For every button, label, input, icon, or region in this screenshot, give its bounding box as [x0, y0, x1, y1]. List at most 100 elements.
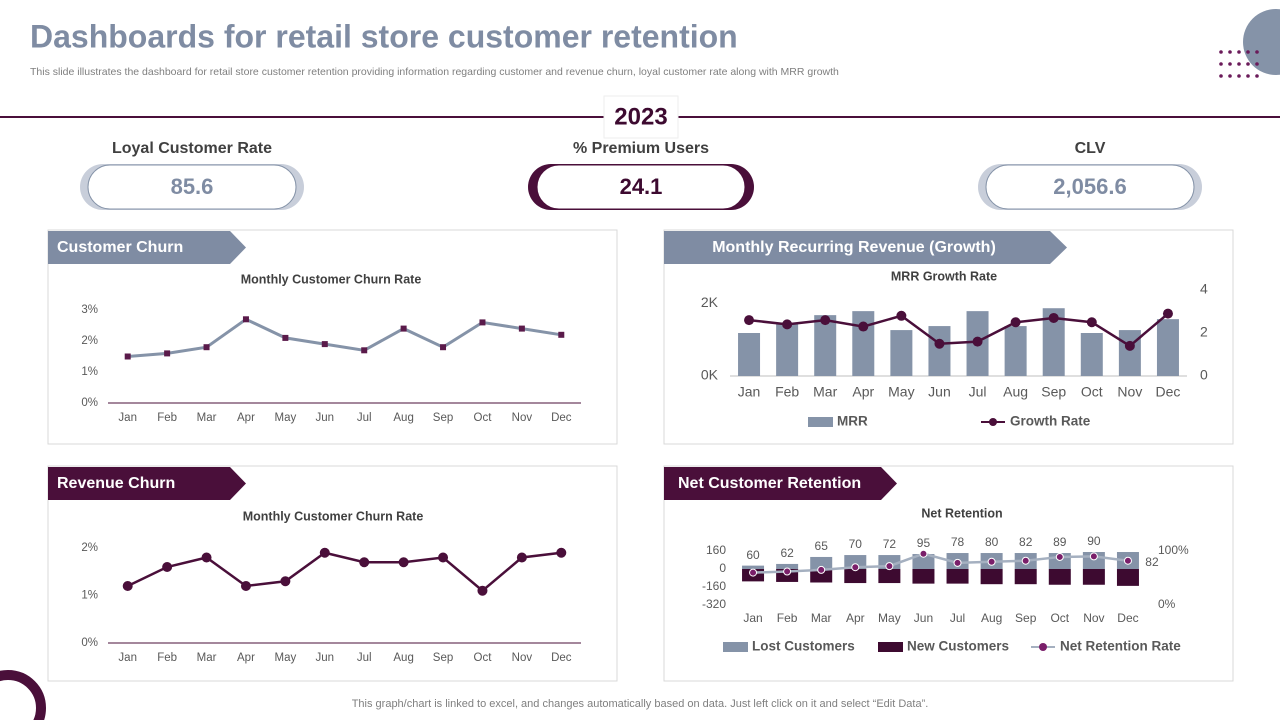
- legend-swatch: [878, 642, 903, 652]
- x-tick-label: Jan: [118, 412, 137, 424]
- data-label: 89: [1053, 535, 1067, 549]
- x-tick-label: Nov: [512, 652, 533, 664]
- y-tick-label: 0%: [81, 397, 98, 409]
- marker: [516, 552, 527, 563]
- x-tick-label: Dec: [551, 652, 572, 664]
- kpi-value: 24.1: [620, 174, 663, 199]
- marker: [122, 581, 133, 591]
- bar: [1118, 330, 1141, 376]
- x-tick-label: Dec: [1117, 611, 1138, 625]
- bar: [810, 569, 833, 583]
- panel: [47, 465, 618, 682]
- panel-banner: [48, 467, 246, 500]
- marker: [783, 567, 792, 576]
- x-tick-label: Aug: [393, 412, 413, 424]
- data-label: 60: [746, 548, 760, 562]
- marker: [749, 568, 758, 577]
- marker: [919, 549, 928, 558]
- y-tick-label: 0K: [701, 367, 719, 383]
- marker: [162, 562, 173, 572]
- y-tick-label: -160: [702, 579, 726, 593]
- data-label: 80: [985, 535, 999, 549]
- panel-title: Customer Churn: [57, 239, 183, 256]
- x-tick-label: Feb: [775, 384, 799, 400]
- x-tick-label: Nov: [1083, 611, 1104, 625]
- x-tick-label: Jul: [969, 384, 987, 400]
- footer: This graph/chart is linked to excel, and…: [352, 698, 929, 710]
- data-label: 62: [780, 546, 794, 560]
- legend-label: Growth Rate: [1010, 414, 1091, 429]
- kpi-value: 2,056.6: [1053, 174, 1126, 199]
- marker: [1086, 317, 1097, 328]
- marker: [398, 557, 409, 568]
- x-tick-label: Jun: [316, 652, 335, 664]
- marker: [953, 558, 962, 567]
- legend-label: Lost Customers: [752, 639, 855, 654]
- kpi-label: % Premium Users: [573, 140, 709, 157]
- legend-swatch: [723, 642, 748, 652]
- marker: [1010, 317, 1021, 328]
- x-tick-label: Jan: [118, 652, 137, 664]
- marker: [438, 552, 449, 563]
- x-tick-label: Jun: [316, 412, 335, 424]
- chart-title: Monthly Customer Churn Rate: [241, 272, 422, 286]
- x-tick-label: Jul: [357, 652, 372, 664]
- marker: [820, 315, 831, 326]
- x-tick-label: Feb: [157, 652, 177, 664]
- bar: [928, 326, 951, 376]
- bar: [1014, 569, 1037, 585]
- marker: [987, 557, 996, 566]
- marker: [972, 336, 983, 347]
- bar: [742, 565, 765, 569]
- kpi-label: CLV: [1075, 140, 1106, 157]
- x-tick-label: Aug: [981, 611, 1002, 625]
- marker: [518, 325, 525, 332]
- marker: [1021, 556, 1030, 565]
- bar: [844, 555, 867, 569]
- x-tick-label: May: [275, 412, 297, 424]
- x-tick-label: Apr: [846, 611, 865, 625]
- marker: [203, 344, 210, 351]
- y2-tick-label: 2: [1200, 324, 1208, 340]
- x-tick-label: Sep: [433, 412, 453, 424]
- x-tick-label: Aug: [393, 652, 413, 664]
- x-tick-label: Oct: [1050, 611, 1069, 625]
- decor-ring: [0, 670, 46, 720]
- year-box: [603, 95, 679, 139]
- marker: [817, 565, 826, 574]
- marker: [242, 316, 249, 323]
- marker: [896, 310, 907, 321]
- marker: [359, 557, 370, 568]
- x-tick-label: Sep: [433, 652, 453, 664]
- panel-title: Revenue Churn: [57, 475, 175, 492]
- x-tick-label: Dec: [551, 412, 572, 424]
- marker: [440, 344, 447, 351]
- data-label: 65: [815, 539, 829, 553]
- x-tick-label: Feb: [777, 611, 798, 625]
- marker: [164, 350, 171, 357]
- bar: [1156, 319, 1179, 376]
- marker: [282, 334, 289, 341]
- x-tick-label: Jan: [743, 611, 762, 625]
- x-tick-label: Apr: [237, 412, 255, 424]
- bar: [776, 323, 799, 376]
- panel-title: Monthly Recurring Revenue (Growth): [712, 239, 996, 256]
- x-tick-label: Jul: [357, 412, 372, 424]
- bar: [776, 563, 799, 569]
- marker: [1124, 340, 1135, 351]
- panel-title: Net Customer Retention: [678, 475, 861, 492]
- marker: [201, 552, 212, 563]
- y-tick-label: 1%: [81, 366, 98, 378]
- legend-label: MRR: [837, 414, 868, 429]
- marker: [319, 547, 330, 558]
- bar: [1004, 326, 1027, 376]
- marker: [556, 547, 567, 558]
- data-label: 95: [917, 536, 931, 550]
- x-tick-label: Sep: [1015, 611, 1037, 625]
- kpi-label: Loyal Customer Rate: [112, 140, 272, 157]
- marker: [479, 319, 486, 326]
- kpi-pill: [87, 164, 297, 210]
- panel: [47, 229, 618, 445]
- bar: [844, 569, 867, 584]
- marker: [400, 325, 407, 332]
